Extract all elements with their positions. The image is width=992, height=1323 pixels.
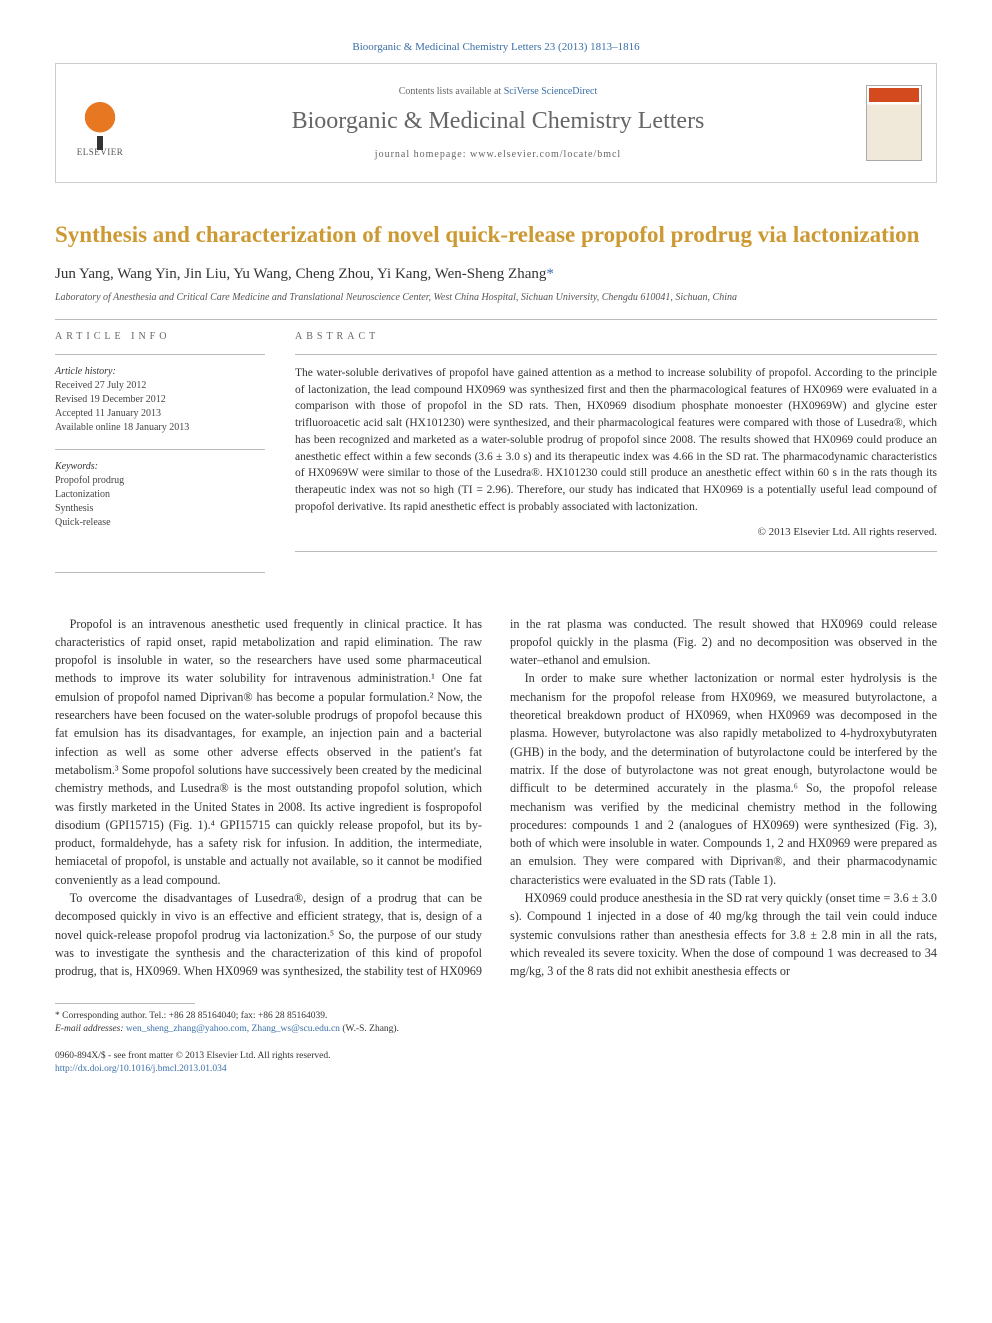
elsevier-tree-icon: [76, 98, 124, 146]
divider: [295, 551, 937, 552]
divider: [55, 572, 265, 573]
divider: [55, 449, 265, 450]
body-paragraph: HX0969 could produce anesthesia in the S…: [510, 889, 937, 980]
online-date: Available online 18 January 2013: [55, 421, 265, 435]
contents-list-line: Contents lists available at SciVerse Sci…: [130, 85, 866, 99]
page-footer: 0960-894X/$ - see front matter © 2013 El…: [55, 1050, 937, 1077]
body-paragraph: In order to make sure whether lactonizat…: [510, 669, 937, 889]
affiliation: Laboratory of Anesthesia and Critical Ca…: [55, 291, 937, 305]
revised-date: Revised 19 December 2012: [55, 393, 265, 407]
abstract-heading: ABSTRACT: [295, 330, 937, 344]
email-person: (W.-S. Zhang).: [342, 1024, 399, 1034]
keyword: Quick-release: [55, 516, 265, 530]
abstract-text: The water-soluble derivatives of propofo…: [295, 365, 937, 515]
issn-line: 0960-894X/$ - see front matter © 2013 El…: [55, 1050, 937, 1063]
journal-cover-thumbnail: [866, 85, 922, 161]
divider: [295, 354, 937, 355]
body-paragraph: Propofol is an intravenous anesthetic us…: [55, 615, 482, 889]
divider: [55, 319, 937, 320]
abstract-copyright: © 2013 Elsevier Ltd. All rights reserved…: [295, 525, 937, 540]
journal-name: Bioorganic & Medicinal Chemistry Letters: [130, 105, 866, 139]
corresponding-author-footnote: * Corresponding author. Tel.: +86 28 851…: [55, 1010, 937, 1023]
article-title: Synthesis and characterization of novel …: [55, 221, 937, 250]
keyword: Propofol prodrug: [55, 474, 265, 488]
author-email[interactable]: wen_sheng_zhang@yahoo.com, Zhang_ws@scu.…: [126, 1024, 340, 1034]
elsevier-logo: ELSEVIER: [70, 88, 130, 158]
journal-homepage[interactable]: journal homepage: www.elsevier.com/locat…: [130, 148, 866, 162]
article-info-column: ARTICLE INFO Article history: Received 2…: [55, 330, 265, 561]
journal-header: ELSEVIER Contents lists available at Sci…: [55, 63, 937, 183]
keyword: Synthesis: [55, 502, 265, 516]
abstract-column: ABSTRACT The water-soluble derivatives o…: [295, 330, 937, 561]
article-info-heading: ARTICLE INFO: [55, 330, 265, 344]
contents-prefix: Contents lists available at: [399, 86, 504, 97]
accepted-date: Accepted 11 January 2013: [55, 407, 265, 421]
citation-line: Bioorganic & Medicinal Chemistry Letters…: [55, 40, 937, 55]
doi-link[interactable]: http://dx.doi.org/10.1016/j.bmcl.2013.01…: [55, 1063, 937, 1076]
keywords-label: Keywords:: [55, 460, 265, 474]
footnotes: * Corresponding author. Tel.: +86 28 851…: [55, 1010, 937, 1037]
email-label: E-mail addresses:: [55, 1024, 124, 1034]
footnote-separator: [55, 1003, 195, 1004]
author-list: Jun Yang, Wang Yin, Jin Liu, Yu Wang, Ch…: [55, 264, 937, 285]
corresponding-author-mark: *: [546, 266, 554, 282]
history-label: Article history:: [55, 365, 265, 379]
divider: [55, 354, 265, 355]
authors-text: Jun Yang, Wang Yin, Jin Liu, Yu Wang, Ch…: [55, 266, 546, 282]
received-date: Received 27 July 2012: [55, 379, 265, 393]
sciencedirect-link[interactable]: SciVerse ScienceDirect: [504, 86, 598, 97]
email-footnote: E-mail addresses: wen_sheng_zhang@yahoo.…: [55, 1023, 937, 1036]
body-text: Propofol is an intravenous anesthetic us…: [55, 615, 937, 981]
keyword: Lactonization: [55, 488, 265, 502]
